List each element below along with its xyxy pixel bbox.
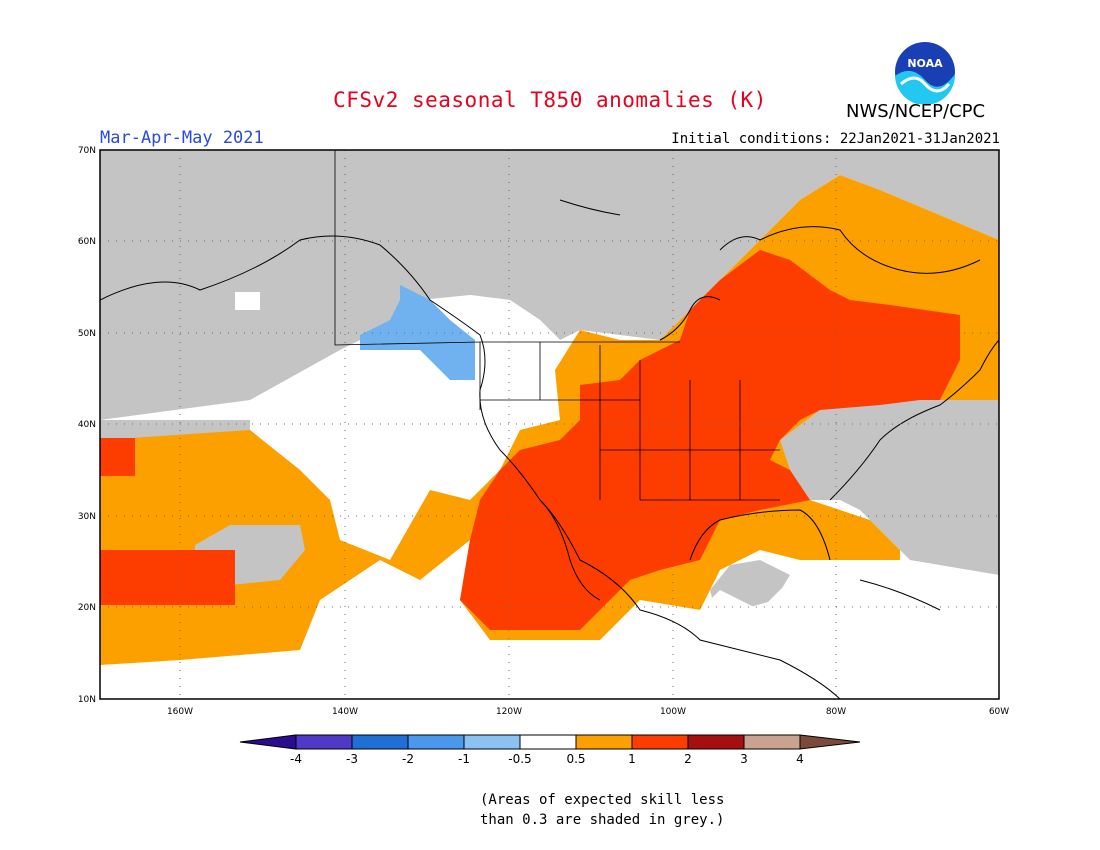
map-frame xyxy=(99,149,1000,700)
lon-label-80w: 80W xyxy=(826,707,846,717)
skill-note-line1: (Areas of expected skill less xyxy=(480,792,725,808)
colorbar-swatch xyxy=(463,734,521,750)
colorbar-label: 1 xyxy=(628,752,636,766)
noaa-logo: NOAA xyxy=(894,41,956,104)
anomaly-fields xyxy=(100,150,999,699)
positive-anomaly-red-west xyxy=(100,438,135,476)
lat-label-30: 30N xyxy=(78,512,96,522)
state-borders xyxy=(334,150,780,501)
longitude-labels: 160W 140W 120W 100W 80W 60W xyxy=(167,707,1009,717)
colorbar-label: -2 xyxy=(402,752,414,766)
colorbar-label: -4 xyxy=(290,752,302,766)
grey-region-east xyxy=(780,400,999,575)
neutral-patch-alaska xyxy=(235,292,260,310)
season-label: Mar-Apr-May 2021 xyxy=(100,128,264,148)
colorbar-label: 4 xyxy=(796,752,804,766)
colorbar-swatch xyxy=(631,734,689,750)
neutral-region-caribbean xyxy=(600,560,999,699)
colorbar-label: 3 xyxy=(740,752,748,766)
neutral-region-west xyxy=(250,330,500,560)
colorbar-swatch xyxy=(407,734,465,750)
lat-label-60: 60N xyxy=(78,237,96,247)
colorbar-swatch xyxy=(351,734,409,750)
colorbar-label: 2 xyxy=(684,752,692,766)
colorbar xyxy=(239,734,861,750)
lat-label-50: 50N xyxy=(78,329,96,339)
colorbar-swatch xyxy=(575,734,633,750)
positive-anomaly-red xyxy=(460,250,960,630)
lat-label-10: 10N xyxy=(78,695,96,705)
colorbar-swatch xyxy=(295,734,353,750)
colorbar-labels: -4 -3 -2 -1 -0.5 0.5 1 2 3 4 xyxy=(290,752,804,766)
svg-text:NOAA: NOAA xyxy=(907,57,943,70)
chart-title: CFSv2 seasonal T850 anomalies (K) xyxy=(333,88,767,112)
colorbar-label: 0.5 xyxy=(566,752,585,766)
colorbar-arrow-left xyxy=(239,734,297,750)
lon-label-100w: 100W xyxy=(660,707,686,717)
positive-anomaly-red-pacific xyxy=(100,550,235,605)
skill-note: (Areas of expected skill less than 0.3 a… xyxy=(480,790,724,830)
neutral-region-nw xyxy=(470,295,560,345)
colorbar-swatch xyxy=(743,734,801,750)
initial-conditions-label: Initial conditions: 22Jan2021-31Jan2021 xyxy=(671,131,1000,147)
lon-label-160w: 160W xyxy=(167,707,193,717)
neutral-region-south xyxy=(100,665,640,699)
colorbar-label: -0.5 xyxy=(508,752,531,766)
colorbar-swatch xyxy=(519,734,577,750)
organization-label: NWS/NCEP/CPC xyxy=(846,101,986,122)
grey-region-north xyxy=(100,150,999,420)
colorbar-label: -1 xyxy=(458,752,470,766)
negative-anomaly-bc xyxy=(360,285,475,380)
lat-label-70: 70N xyxy=(78,146,96,156)
colorbar-swatch xyxy=(687,734,745,750)
colorbar-arrow-right xyxy=(799,734,861,750)
latitude-labels: 10N 20N 30N 40N 50N 60N 70N xyxy=(78,146,96,705)
colorbar-label: -3 xyxy=(346,752,358,766)
lat-label-40: 40N xyxy=(78,420,96,430)
skill-note-line2: than 0.3 are shaded in grey.) xyxy=(480,812,725,828)
lon-label-60w: 60W xyxy=(989,707,1009,717)
lon-label-120w: 120W xyxy=(496,707,522,717)
lon-label-140w: 140W xyxy=(332,707,358,717)
coastlines xyxy=(100,199,999,699)
lat-label-20: 20N xyxy=(78,603,96,613)
